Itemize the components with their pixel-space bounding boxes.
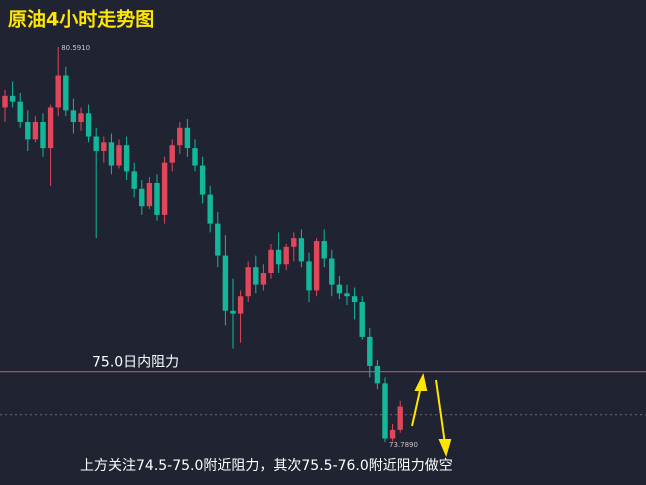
candle-body (93, 136, 99, 152)
candle-body (131, 171, 137, 189)
candle-body (25, 121, 31, 140)
arrows (411, 373, 452, 457)
candle-body (108, 142, 115, 166)
candle-body (253, 267, 259, 285)
candle-body (123, 145, 130, 172)
candle-body (344, 293, 350, 297)
candle-body (291, 238, 297, 247)
arrow-down (435, 379, 446, 445)
arrow-head (438, 439, 452, 457)
candle-body (283, 246, 289, 265)
chart-title: 原油4小时走势图 (8, 8, 154, 31)
note: 上方关注74.5-75.0附近阻力，其次75.5-76.0附近阻力做空 (80, 458, 453, 474)
arrow-up (411, 385, 422, 427)
candle-body (47, 107, 54, 149)
candle-body (2, 95, 8, 108)
candle-body (63, 75, 69, 111)
candle-body (161, 162, 168, 215)
candle-body (374, 365, 381, 384)
candle-body (245, 267, 251, 297)
candle-body (382, 383, 388, 439)
candle-body (101, 142, 107, 152)
candle-body (336, 284, 343, 294)
candle-body (154, 182, 160, 215)
candle-body (207, 194, 213, 224)
candle-body (367, 336, 373, 366)
candle-body (275, 249, 282, 265)
candle-body (351, 296, 358, 303)
candle-body (222, 255, 229, 311)
candle-body (389, 429, 396, 439)
candle-body (9, 95, 16, 102)
candle-body (85, 113, 92, 137)
candle-body (306, 261, 312, 291)
candle-body (237, 296, 244, 314)
arrow-head (414, 373, 428, 391)
candle-body (192, 148, 198, 166)
candle-body (146, 182, 153, 207)
candle-body (32, 121, 39, 140)
high-label: 80.5910 (61, 44, 90, 52)
candle-body (55, 75, 61, 108)
candle-body (321, 241, 327, 259)
candle-body (230, 310, 236, 314)
candle-body (215, 223, 221, 256)
candle-body (313, 241, 320, 291)
candle-body (116, 145, 122, 166)
candle-body (329, 258, 335, 285)
candle-body (40, 121, 46, 149)
candle-body (78, 113, 84, 122)
candle-body (397, 406, 403, 430)
candle-body (359, 302, 365, 337)
candle-body (260, 272, 267, 285)
resistance-label: 75.0日内阻力 (92, 355, 179, 371)
candle-body (184, 127, 191, 149)
low-label: 73.7890 (389, 441, 418, 449)
candle-body (199, 165, 206, 195)
candles: 80.5910 73.7890 (0, 44, 646, 449)
candle-body (139, 188, 145, 207)
candle-body (17, 101, 23, 122)
candle-body (169, 145, 175, 163)
candle-body (70, 110, 77, 122)
candle-body (177, 127, 183, 146)
candle-body (298, 238, 305, 262)
candle-body (268, 249, 274, 273)
